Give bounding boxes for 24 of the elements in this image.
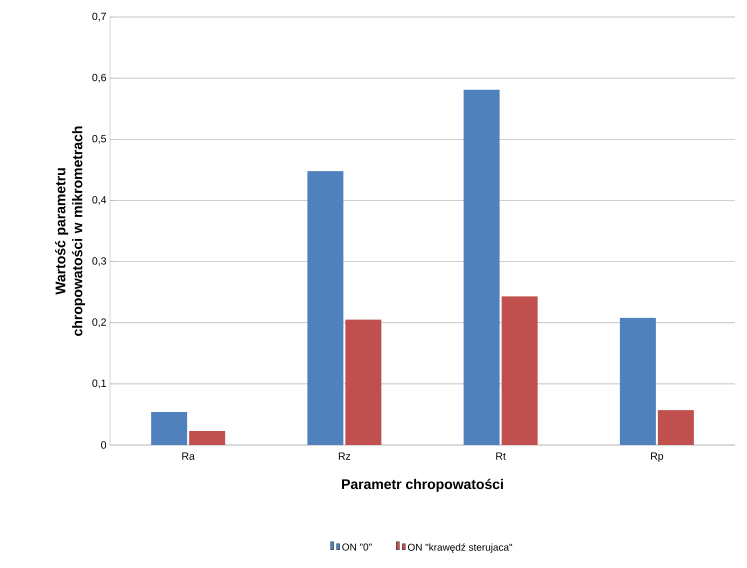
legend-label: ON "0" — [342, 544, 372, 551]
bar — [464, 90, 500, 445]
x-tick-label: Rt — [496, 452, 506, 460]
x-tick-label: Rp — [651, 452, 664, 462]
y-tick-label: 0,1 — [92, 380, 106, 388]
x-tick-label: Ra — [182, 452, 195, 460]
legend-label: ON "krawędź sterujaca" — [408, 543, 512, 553]
y-tick-label: 0,6 — [92, 74, 106, 82]
bar — [151, 412, 188, 445]
bar — [658, 410, 694, 445]
bar — [345, 320, 382, 445]
y-tick-label: 0,7 — [92, 12, 106, 22]
bar — [189, 430, 226, 445]
bar — [502, 296, 538, 445]
y-tick-label: 0,5 — [92, 134, 106, 144]
y-tick-label: 0,4 — [92, 196, 106, 205]
y-axis-title: Wartość parametru chropowatości w mikrometrach — [55, 126, 86, 336]
x-axis-title: Parametr chropowatości — [342, 478, 503, 492]
y-tick-label: 0,3 — [92, 257, 106, 266]
y-tick-label: 0,2 — [92, 318, 106, 328]
y-tick-label: 0 — [101, 441, 106, 449]
x-tick-label: Rz — [338, 452, 350, 460]
bar — [307, 171, 344, 445]
bar — [620, 318, 656, 445]
